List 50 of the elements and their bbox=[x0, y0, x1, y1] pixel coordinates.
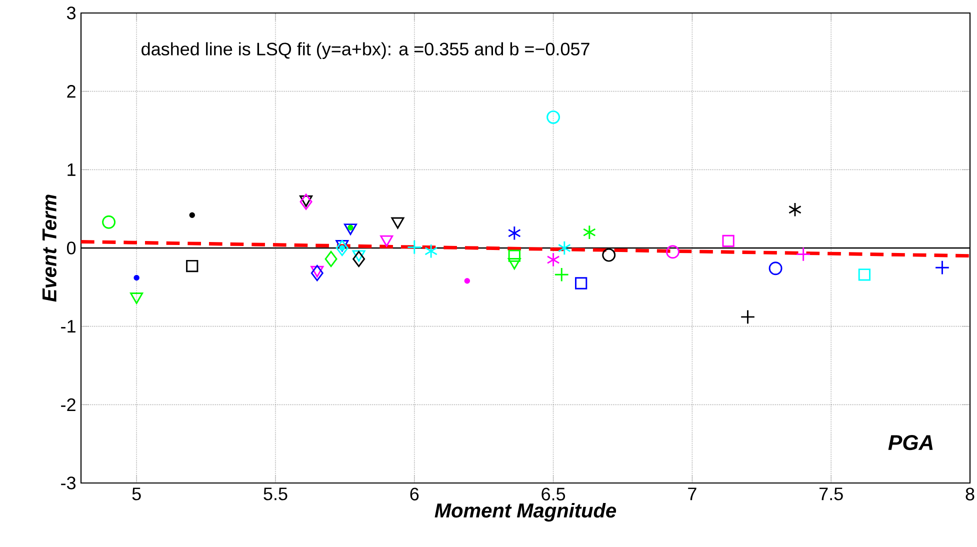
point bbox=[424, 244, 438, 259]
point bbox=[602, 248, 616, 262]
point bbox=[740, 310, 756, 324]
point bbox=[788, 202, 802, 218]
x-tick-label: 5 bbox=[132, 488, 141, 500]
point bbox=[722, 234, 734, 248]
x-tick-label: 5.5 bbox=[264, 488, 288, 500]
point bbox=[310, 265, 324, 282]
y-tick-label: 0 bbox=[66, 242, 76, 254]
x-tick-label: 8 bbox=[966, 488, 974, 500]
point bbox=[336, 240, 348, 256]
point bbox=[858, 268, 871, 281]
annotation: PGA bbox=[888, 435, 933, 450]
y-axis-title: Event Term bbox=[42, 194, 56, 302]
point bbox=[558, 240, 571, 256]
y-tick-label: 3 bbox=[66, 6, 76, 20]
point bbox=[546, 110, 560, 124]
point bbox=[575, 277, 588, 290]
point bbox=[189, 212, 195, 218]
point bbox=[508, 250, 520, 262]
point bbox=[464, 278, 470, 284]
point bbox=[768, 262, 782, 276]
point bbox=[186, 260, 198, 272]
x-tick-label: 6.5 bbox=[542, 488, 566, 500]
point bbox=[554, 267, 570, 282]
x-axis-title: Moment Magnitude bbox=[434, 502, 616, 522]
y-tick-label: 1 bbox=[68, 163, 76, 176]
x-tick-label: 6 bbox=[410, 488, 419, 500]
point bbox=[582, 224, 596, 240]
y-tick-label: -3 bbox=[61, 476, 76, 490]
x-tick-label: 7 bbox=[688, 488, 696, 500]
x-tick-label: 7.5 bbox=[820, 488, 843, 500]
point bbox=[134, 274, 140, 281]
point bbox=[796, 246, 811, 262]
point bbox=[546, 252, 560, 268]
y-tick-label: -1 bbox=[61, 320, 76, 333]
point bbox=[324, 250, 338, 268]
y-tick-label: -2 bbox=[61, 398, 76, 411]
point bbox=[406, 240, 422, 255]
point bbox=[934, 260, 950, 275]
point bbox=[348, 224, 354, 231]
y-tick-label: 2 bbox=[67, 85, 76, 98]
point bbox=[666, 245, 680, 259]
point bbox=[508, 226, 521, 241]
point bbox=[102, 215, 116, 229]
point bbox=[310, 266, 324, 278]
point bbox=[352, 250, 366, 268]
point bbox=[339, 245, 346, 251]
annotation: dashed line is LSQ fit (y=a+bx): a =0.355 and b =−0.057 bbox=[142, 42, 590, 59]
point bbox=[300, 194, 312, 210]
